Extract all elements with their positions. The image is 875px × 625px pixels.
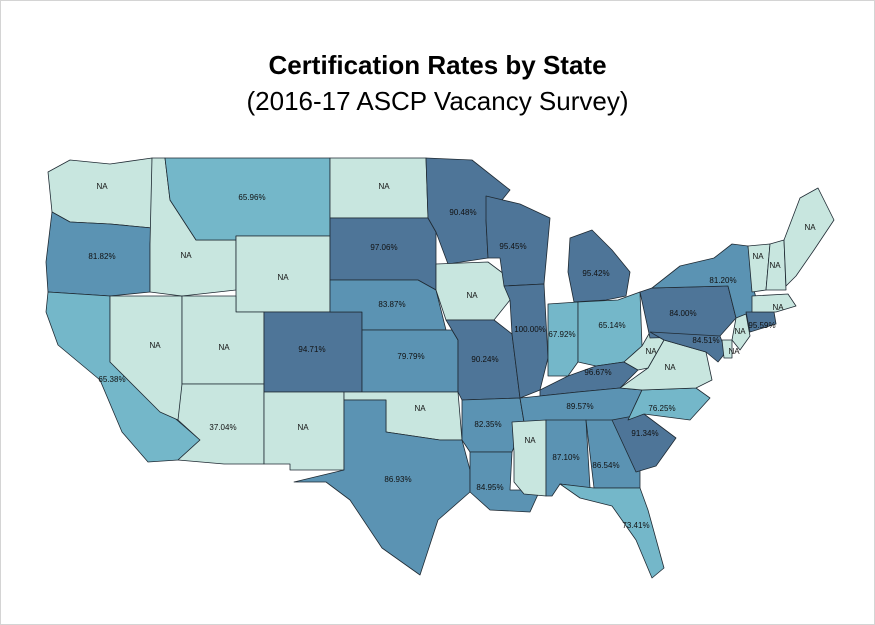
state-label-ga: 86.54% (592, 461, 619, 470)
state-label-nd: NA (378, 182, 390, 191)
state-label-sd: 97.06% (370, 243, 397, 252)
state-labels: NA 81.82% 65.38% NA NA 65.96% NA NA 37.04% 94.71%… (88, 182, 816, 530)
state-label-tx: 86.93% (384, 475, 411, 484)
state-label-wy: NA (277, 273, 289, 282)
state-label-ny: 81.20% (709, 276, 736, 285)
state-label-ma: NA (772, 303, 784, 312)
state-label-vt: NA (752, 252, 764, 261)
state-label-mt: 65.96% (238, 193, 265, 202)
state-label-co: 94.71% (298, 345, 325, 354)
state-label-nh: NA (769, 261, 781, 270)
state-shape-il (503, 283, 549, 399)
state-label-ia: NA (466, 291, 478, 300)
state-shapes (45, 157, 835, 579)
state-label-ne: 83.87% (378, 300, 405, 309)
state-shape-nh (765, 239, 787, 291)
state-label-il: 100.00% (514, 325, 546, 334)
state-shape-fl (559, 483, 665, 579)
state-label-md: 84.51% (692, 336, 719, 345)
state-label-va: NA (664, 363, 676, 372)
state-shape-ma (751, 293, 797, 313)
state-label-nj: NA (734, 327, 746, 336)
state-label-mn: 90.48% (449, 208, 476, 217)
state-label-wv: NA (645, 347, 657, 356)
state-label-me: NA (804, 223, 816, 232)
state-label-az: 37.04% (209, 423, 236, 432)
state-label-ky: 96.67% (584, 368, 611, 377)
state-label-nc: 76.25% (648, 404, 675, 413)
state-shape-mi (567, 229, 631, 303)
state-shape-me (783, 187, 835, 287)
state-shape-nj (731, 313, 751, 351)
state-label-pa: 84.00% (669, 309, 696, 318)
state-shape-wa (47, 157, 153, 229)
state-shape-ms (511, 419, 547, 497)
state-label-wi: 95.45% (499, 242, 526, 251)
state-label-nv: NA (149, 341, 161, 350)
state-label-sc: 91.34% (631, 429, 658, 438)
state-label-nm: NA (297, 423, 309, 432)
state-shape-md (649, 331, 727, 363)
state-shape-de (721, 339, 733, 359)
state-label-fl: 73.41% (622, 521, 649, 530)
state-label-oh: 65.14% (598, 321, 625, 330)
state-label-mo: 90.24% (471, 355, 498, 364)
state-label-in: 67.92% (548, 330, 575, 339)
state-label-wa: NA (96, 182, 108, 191)
state-label-ks: 79.79% (397, 352, 424, 361)
state-label-ut: NA (218, 343, 230, 352)
state-label-ms: NA (524, 436, 536, 445)
state-shape-tx (293, 399, 471, 576)
state-label-ca: 65.38% (98, 375, 125, 384)
state-label-ar: 82.35% (474, 420, 501, 429)
state-shape-ia (435, 261, 511, 321)
state-shape-sd (329, 217, 437, 291)
state-label-ct: 95.59% (748, 321, 775, 330)
map-subtitle: (2016-17 ASCP Vacancy Survey) (246, 86, 629, 116)
state-label-la: 84.95% (476, 483, 503, 492)
state-label-or: 81.82% (88, 252, 115, 261)
state-label-al: 87.10% (552, 453, 579, 462)
map-title: Certification Rates by State (268, 50, 607, 80)
state-label-tn: 89.57% (566, 402, 593, 411)
state-label-mi: 95.42% (582, 269, 609, 278)
state-label-ok: NA (414, 404, 426, 413)
state-label-de: NA (728, 347, 740, 356)
state-shape-la (469, 451, 541, 513)
state-label-id: NA (180, 251, 192, 260)
